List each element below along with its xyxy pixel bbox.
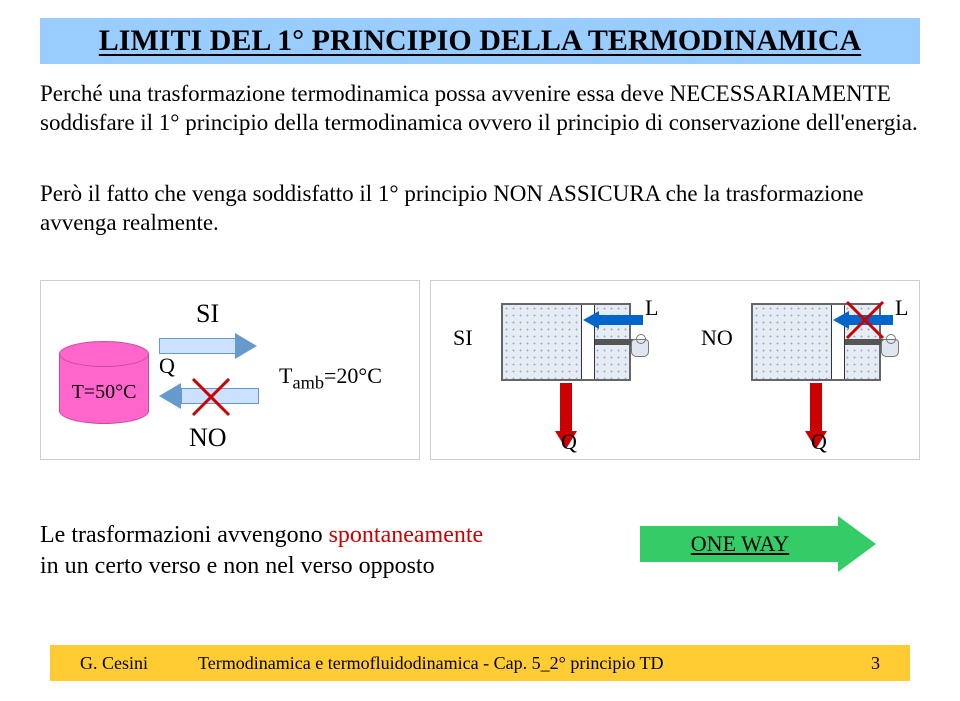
cylinder-temp-label: T=50°C <box>63 381 145 404</box>
one-way-label: ONE WAY <box>640 526 840 562</box>
page-title: LIMITI DEL 1° PRINCIPIO DELLA TERMODINAM… <box>40 18 920 64</box>
work-label-left: L <box>645 295 658 321</box>
weight-icon <box>881 339 899 357</box>
one-way-arrow: ONE WAY <box>640 516 890 572</box>
si-label-piston: SI <box>453 325 473 351</box>
footer-bar: G. Cesini Termodinamica e termofluidodin… <box>50 645 910 681</box>
no-label-heat: NO <box>189 423 227 453</box>
q-label-left: Q <box>561 429 577 455</box>
footer-author: G. Cesini <box>80 653 148 674</box>
footer-course: Termodinamica e termofluidodinamica - Ca… <box>198 653 663 674</box>
q-label: Q <box>159 353 175 379</box>
hot-cylinder: T=50°C <box>59 341 149 431</box>
work-arrow-left <box>583 311 643 329</box>
weight-icon <box>631 339 649 357</box>
q-label-right: Q <box>811 429 827 455</box>
work-label-right: L <box>895 295 908 321</box>
piston-rod-left <box>595 339 635 345</box>
conclusion-text: Le trasformazioni avvengono spontaneamen… <box>40 520 483 582</box>
diagram-piston: SI L Q NO L Q <box>430 280 920 460</box>
ambient-temp-label: Tamb=20°C <box>279 363 382 393</box>
paragraph-2: Però il fatto che venga soddisfatto il 1… <box>40 180 920 238</box>
heat-arrow-left <box>159 383 259 409</box>
spontaneous-word: spontaneamente <box>329 522 484 548</box>
no-label-piston: NO <box>701 325 733 351</box>
piston-rod-right <box>845 339 885 345</box>
work-arrow-right <box>833 311 893 329</box>
si-label-heat: SI <box>196 299 219 329</box>
paragraph-1: Perché una trasformazione termodinamica … <box>40 80 920 138</box>
diagram-heat-transfer: T=50°C SI Q NO Tamb=20°C <box>40 280 420 460</box>
footer-page-number: 3 <box>871 653 880 674</box>
